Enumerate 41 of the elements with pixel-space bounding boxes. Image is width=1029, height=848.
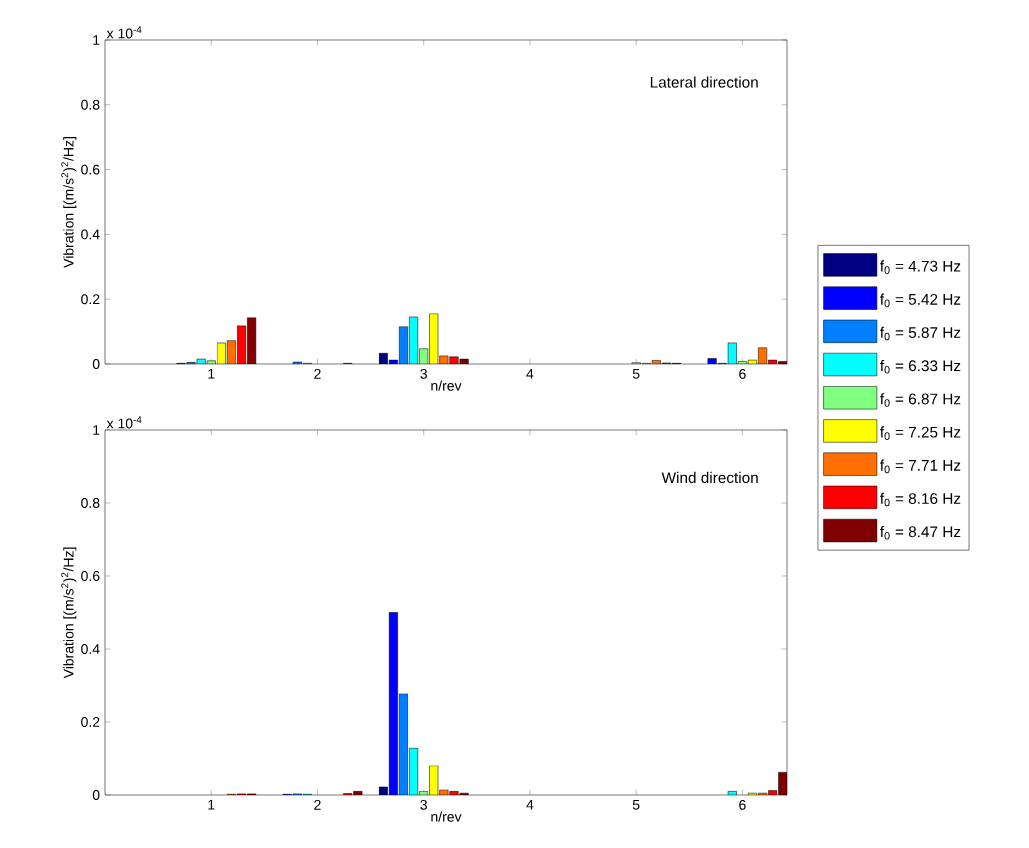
x-tick-label: 6: [739, 368, 746, 379]
x-tick-label: 2: [314, 799, 321, 810]
x-axis-title: n/rev: [431, 811, 462, 822]
y-tick-label: 0.4: [81, 644, 100, 654]
legend-label: f$_{0}$ = 6.87 Hz: [880, 393, 961, 407]
legend-label: f$_{0}$ = 4.73 Hz: [880, 260, 961, 274]
x-axis-title: n/rev: [431, 380, 462, 391]
y-tick-label: 0.6: [81, 164, 100, 175]
x-tick-label: 1: [208, 368, 215, 379]
y-tick-label: 1: [93, 35, 100, 45]
text: x 10$^{-4}$: [106, 416, 142, 429]
legend-label: f$_{0}$ = 7.71 Hz: [880, 459, 961, 474]
x-tick-label: 4: [526, 799, 534, 810]
y-tick-label: 1: [93, 425, 100, 435]
y-tick-label: 0.2: [81, 294, 100, 305]
y-tick-label: 0.8: [81, 99, 100, 110]
legend-label: f$_{0}$ = 8.16 Hz: [880, 492, 961, 507]
y-tick-label: 0.8: [81, 498, 100, 508]
legend-label: f$_{0}$ = 6.33 Hz: [880, 359, 961, 374]
annotation: Lateral direction: [650, 76, 758, 88]
legend-label: f$_{0}$ = 5.42 Hz: [880, 293, 961, 308]
y-tick-label: 0.6: [81, 571, 100, 581]
y-tick-label: 0.4: [81, 229, 100, 240]
annotation: Wind direction: [661, 471, 758, 484]
y-axis-title: Vibration [(m/s$^{2}$)$^{2}$/Hz]: [61, 547, 77, 679]
legend-label: f$_{0}$ = 5.87 Hz: [880, 326, 961, 341]
legend-label: f$_{0}$ = 8.47 Hz: [880, 525, 961, 540]
x-tick-label: 1: [208, 799, 215, 810]
x-tick-label: 4: [526, 368, 534, 379]
y-tick-label: 0: [92, 790, 100, 800]
legend-label: f$_{0}$ = 7.25 Hz: [880, 426, 961, 440]
x-tick-label: 6: [739, 799, 746, 810]
x-tick-label: 5: [632, 799, 640, 810]
y-tick-label: 0: [92, 359, 100, 369]
x-tick-label: 5: [632, 368, 640, 379]
x-tick-label: 3: [420, 799, 427, 810]
y-tick-label: 0.2: [81, 717, 100, 727]
text: x 10$^{-4}$: [106, 26, 142, 39]
y-axis-title: Vibration [(m/s$^{2}$)$^{2}$/Hz]: [61, 137, 77, 268]
x-tick-label: 2: [314, 368, 321, 379]
x-tick-label: 3: [420, 368, 427, 379]
